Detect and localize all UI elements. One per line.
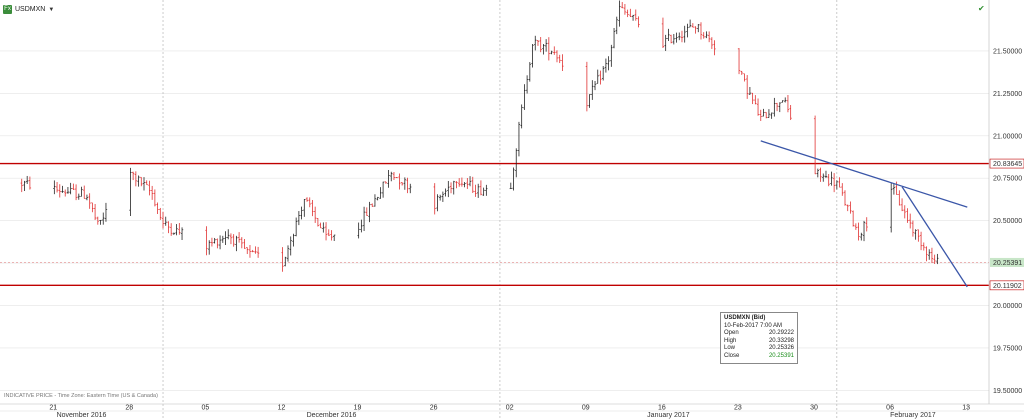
- x-day-label: 21: [49, 405, 57, 412]
- tooltip-title: USDMXN (Bid): [724, 315, 766, 321]
- y-tick-label: 20.00000: [993, 303, 1022, 310]
- y-tick-label: 19.50000: [993, 388, 1022, 395]
- x-day-label: 19: [354, 405, 362, 412]
- y-tick-label: 21.25000: [993, 91, 1022, 98]
- x-month-label: February 2017: [890, 412, 936, 419]
- price-level-tag: [989, 158, 1024, 169]
- tooltip-label: Low: [724, 345, 736, 352]
- tooltip-value: 20.25391: [768, 352, 794, 359]
- trend-line[interactable]: [760, 140, 968, 208]
- tooltip-label: High: [724, 337, 737, 344]
- x-axis: 21 28 05 12 19 26 02 09 16 23 30 06 13 November 2016 D…: [0, 403, 1024, 419]
- price-level-label: 20.11902: [993, 283, 1022, 290]
- price-level-tag: [989, 280, 1024, 291]
- x-day-label: 12: [278, 405, 286, 412]
- x-day-label: 28: [125, 405, 133, 412]
- symbol-selector[interactable]: Fx USDMXN ▼: [3, 4, 54, 15]
- x-month-label: November 2016: [57, 412, 107, 419]
- y-tick-label: 21.50000: [993, 48, 1022, 55]
- y-tick-label: 19.75000: [993, 345, 1022, 352]
- x-day-label: 06: [886, 405, 894, 412]
- trend-line[interactable]: [901, 186, 968, 288]
- current-price-label: 20.25391: [993, 260, 1022, 267]
- x-day-label: 26: [430, 405, 438, 412]
- tooltip-label: Close: [724, 352, 740, 359]
- grid-layer: [0, 0, 989, 418]
- data-tooltip: USDMXN (Bid) 10-Feb-2017 7:00 AM Open 20.…: [720, 312, 798, 364]
- price-bars-layer: [20, 0, 939, 272]
- x-day-label: 02: [506, 405, 514, 412]
- y-tick-label: 21.00000: [993, 133, 1022, 140]
- tooltip-value: 20.33298: [768, 337, 794, 344]
- tooltip-value: 20.25326: [768, 345, 794, 352]
- current-price-tag: [990, 257, 1024, 267]
- tooltip-row-open: Open 20.29222: [724, 330, 794, 338]
- tooltip-row-high: High 20.33298: [724, 338, 794, 346]
- chart-settings-icon[interactable]: ✔: [978, 4, 985, 13]
- y-tick-label: 20.75000: [993, 176, 1022, 183]
- x-day-label: 23: [734, 405, 742, 412]
- price-level-label: 20.83645: [993, 161, 1022, 168]
- tooltip-value: 20.29222: [768, 330, 794, 337]
- y-tick-label: 20.50000: [993, 218, 1022, 225]
- tooltip-datetime: 10-Feb-2017 7:00 AM: [724, 322, 783, 329]
- x-day-label: 09: [582, 405, 590, 412]
- x-day-label: 16: [658, 405, 666, 412]
- x-day-label: 30: [810, 405, 818, 412]
- tooltip-row-low: Low 20.25326: [724, 345, 794, 353]
- y-axis: 21.50000 21.25000 21.00000 20.75000 20.50000…: [988, 0, 1024, 404]
- x-month-label: December 2016: [307, 412, 357, 419]
- tooltip-label: Open: [724, 330, 739, 337]
- footnote: INDICATIVE PRICE - Time Zone: Eastern Ti…: [4, 393, 158, 399]
- x-day-label: 05: [201, 405, 209, 412]
- fx-icon: Fx: [3, 5, 12, 14]
- horizontal-levels-layer: [0, 162, 989, 287]
- x-day-label: 13: [962, 405, 970, 412]
- tooltip-row-close: Close 20.25391: [724, 353, 794, 361]
- caret-down-icon[interactable]: ▼: [48, 6, 55, 13]
- x-month-label: January 2017: [647, 412, 690, 419]
- symbol-label: USDMXN: [15, 6, 46, 13]
- trend-lines-layer: [760, 140, 968, 288]
